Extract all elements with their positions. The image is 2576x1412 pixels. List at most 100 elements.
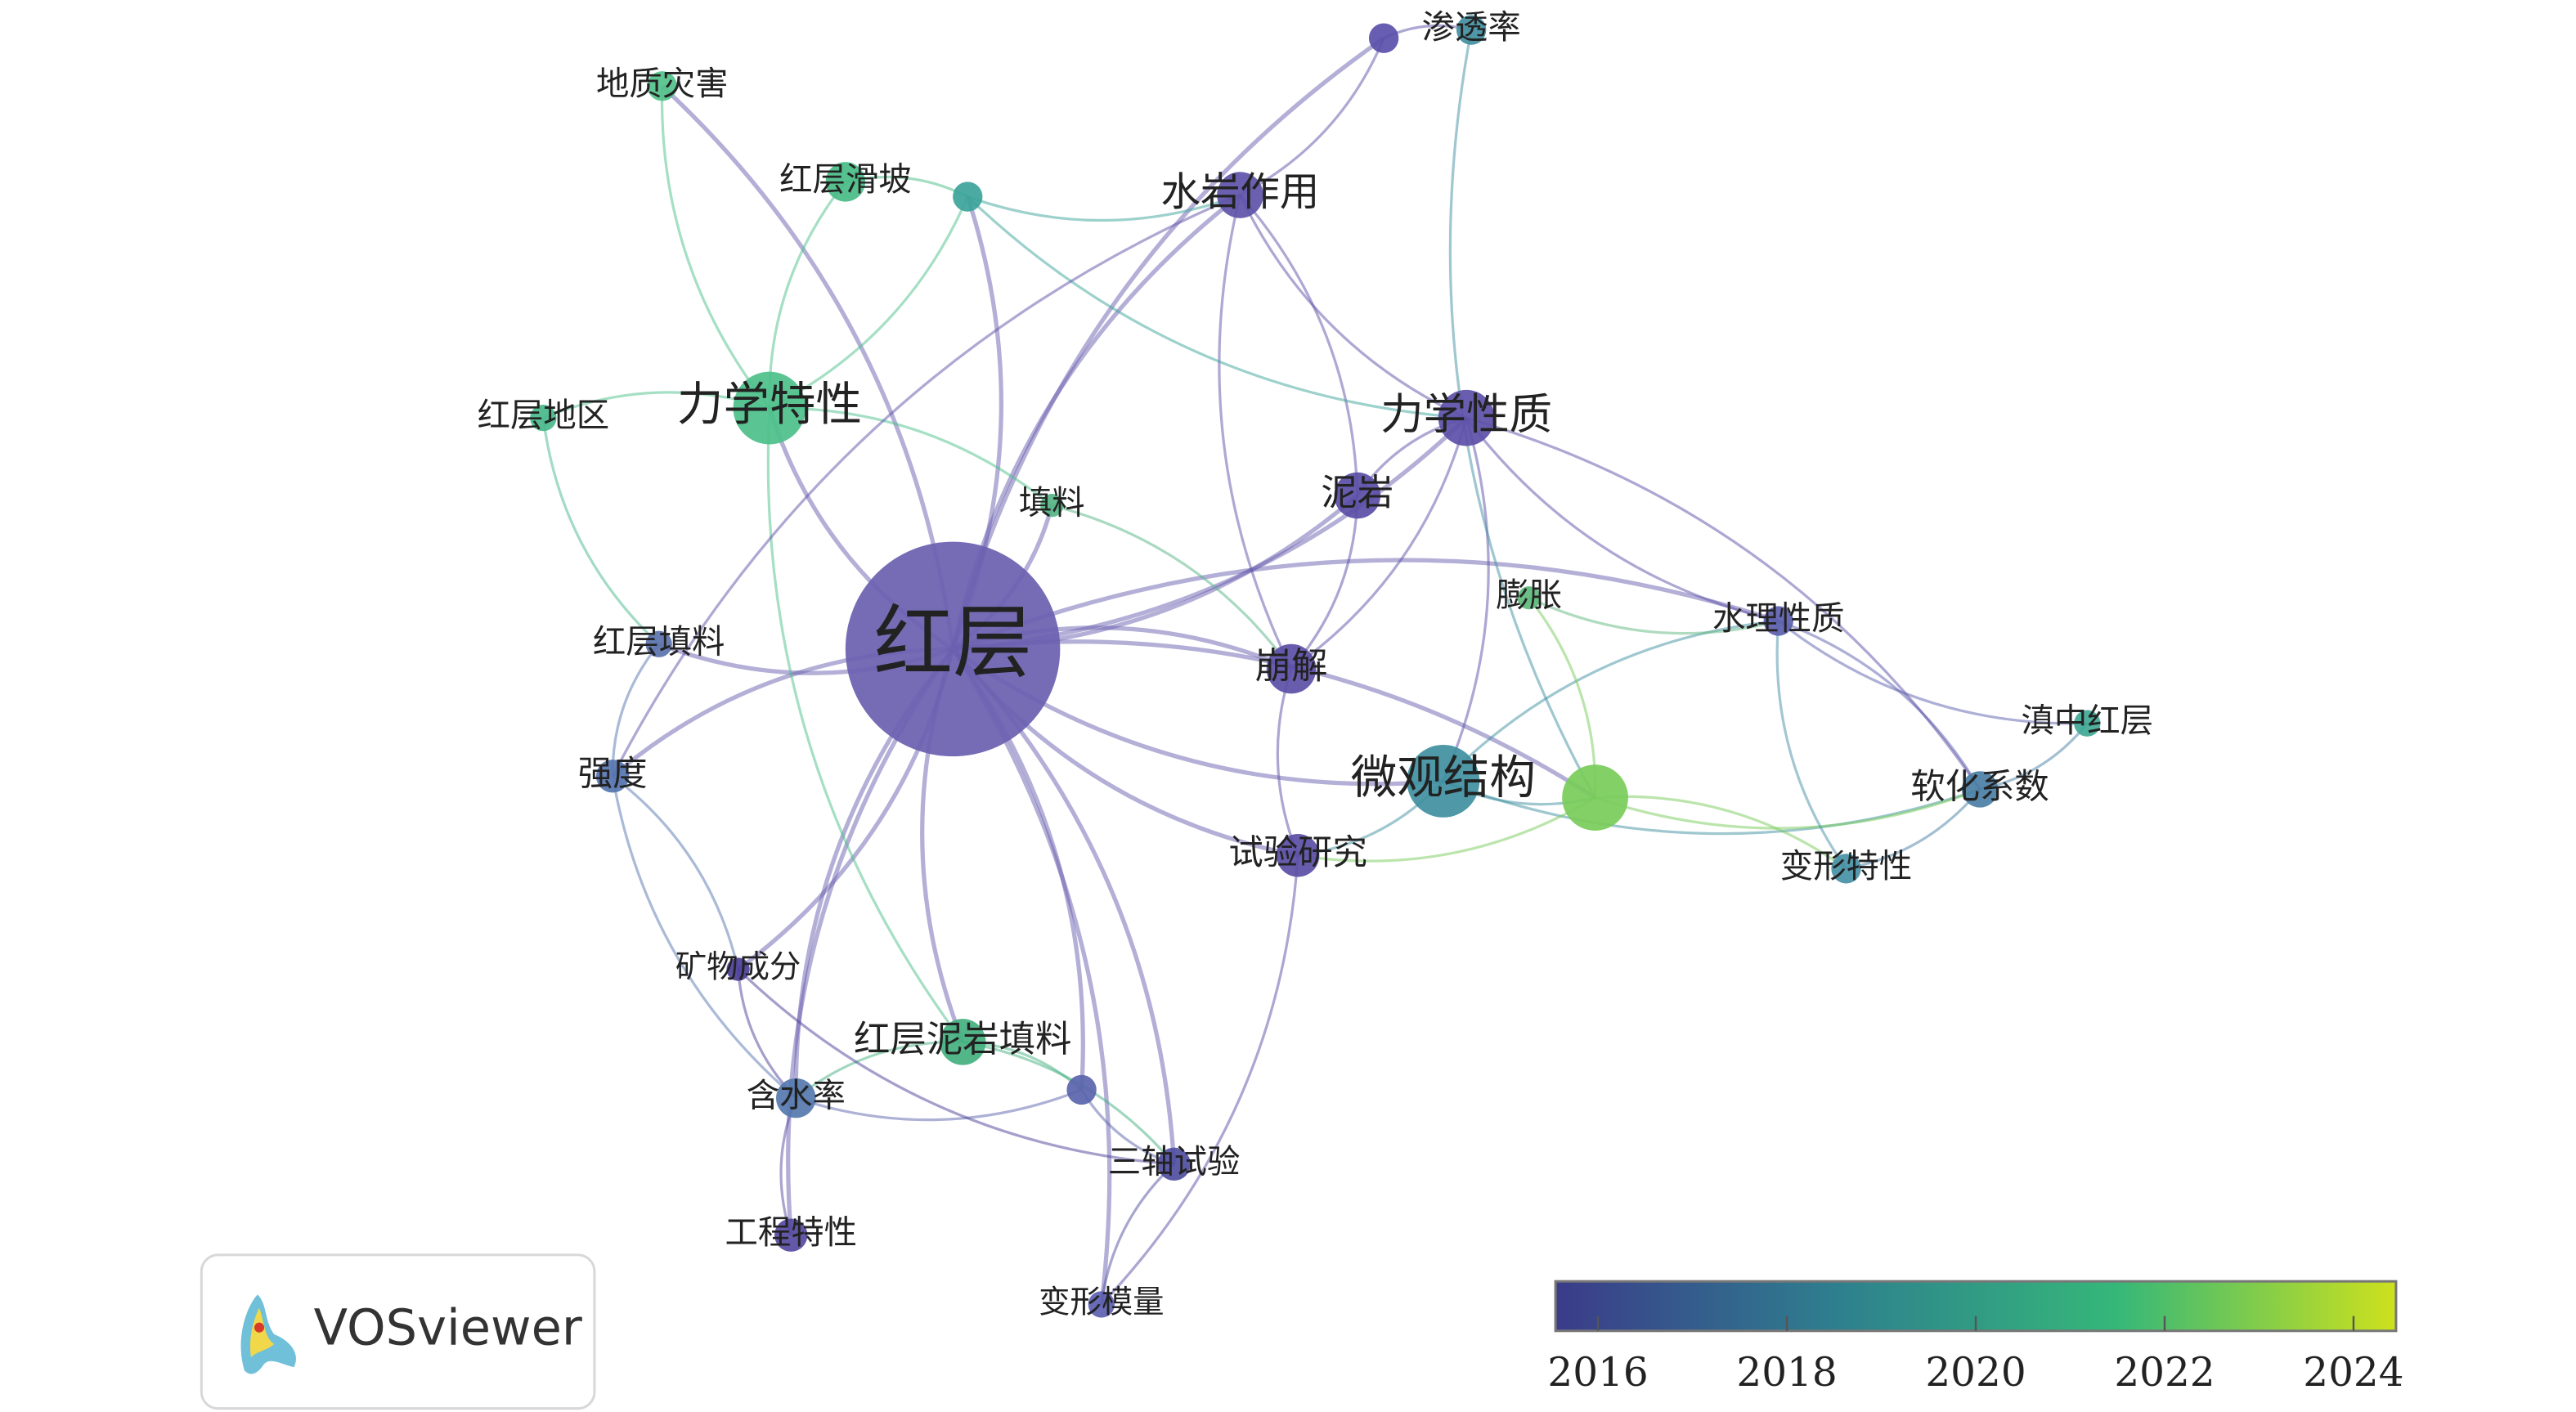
- node: [1088, 1291, 1115, 1318]
- node: [2074, 710, 2101, 737]
- link: [795, 1088, 1083, 1122]
- node-label: 试验研究: [1228, 832, 1367, 872]
- node: [939, 1019, 986, 1065]
- colorbar: 2016 2018 2020 2022 2024: [1547, 1280, 2404, 1396]
- link: [1775, 621, 1847, 870]
- logo-frame: [200, 1253, 596, 1410]
- node: [776, 1078, 816, 1118]
- link: [611, 643, 660, 777]
- colorbar-tick-label: 2020: [1925, 1350, 2026, 1396]
- link: [1051, 504, 1293, 670]
- link: [1290, 417, 1468, 670]
- node-label: 水理性质: [1712, 599, 1845, 638]
- node: [1157, 1147, 1191, 1181]
- link: [1528, 596, 1779, 635]
- node: [845, 541, 1061, 757]
- link: [611, 776, 797, 1100]
- link: [1846, 788, 1981, 870]
- link: [1442, 619, 1779, 782]
- node-label: 软化系数: [1910, 766, 2049, 806]
- node-label: 红层地区: [478, 397, 610, 435]
- node: [645, 630, 672, 657]
- link: [1778, 619, 1981, 791]
- node: [595, 760, 630, 793]
- link: [1595, 787, 1981, 830]
- node: [1407, 744, 1480, 818]
- node-label: 膨胀: [1496, 576, 1562, 615]
- node: [1961, 771, 1999, 808]
- node: [774, 1218, 808, 1252]
- link: [1218, 195, 1293, 670]
- colorbar-tick-label: 2018: [1736, 1350, 1837, 1396]
- node: [733, 371, 806, 445]
- node: [953, 182, 983, 212]
- colorbar-tick-label: 2022: [2114, 1350, 2215, 1396]
- node: [1334, 472, 1381, 519]
- node: [1217, 172, 1263, 218]
- node-label: 地质灾害: [596, 65, 729, 103]
- link: [1239, 38, 1385, 196]
- logo-box: VOSviewer: [200, 1253, 596, 1410]
- link: [769, 195, 969, 410]
- node-label: 变形模量: [1039, 1284, 1164, 1320]
- link: [1442, 417, 1490, 782]
- node: [1456, 15, 1487, 45]
- link: [1777, 620, 2088, 725]
- node: [1831, 854, 1861, 884]
- node-label: 力学性质: [1380, 390, 1552, 440]
- node-label: 红层: [873, 596, 1032, 688]
- node-label: 工程特性: [725, 1213, 856, 1252]
- colorbar-tick-label: 2016: [1547, 1350, 1648, 1396]
- node-label: 红层滑坡: [779, 160, 912, 199]
- node-label: 含水率: [747, 1077, 846, 1115]
- node-label: 泥岩: [1321, 473, 1393, 514]
- link: [1465, 417, 1779, 623]
- link: [737, 968, 1174, 1166]
- link: [1239, 194, 1359, 496]
- link: [766, 407, 964, 1043]
- link: [967, 195, 1467, 419]
- logo-icon-core: [249, 1307, 275, 1358]
- node: [726, 957, 750, 981]
- node-label: 强度: [578, 753, 648, 793]
- node: [1266, 643, 1317, 694]
- node: [1040, 494, 1064, 518]
- node-label: 矿物成分: [675, 949, 801, 986]
- node: [825, 162, 866, 202]
- link: [1276, 668, 1299, 856]
- node: [1066, 1074, 1097, 1105]
- link: [967, 194, 1241, 222]
- node-label: 填料: [1019, 484, 1085, 522]
- node: [1438, 389, 1495, 446]
- node-label: 渗透率: [1422, 8, 1521, 47]
- link: [612, 775, 740, 970]
- link: [952, 558, 1779, 652]
- node: [1368, 23, 1399, 53]
- link: [1465, 416, 1981, 791]
- link: [541, 417, 660, 645]
- colorbar-tick-label: 2024: [2303, 1350, 2403, 1396]
- node: [1517, 586, 1541, 610]
- node-label: 微观结构: [1351, 751, 1536, 805]
- link: [660, 86, 771, 410]
- node: [1276, 833, 1320, 877]
- node-label: 力学特性: [677, 379, 862, 432]
- node-label: 水岩作用: [1161, 169, 1320, 215]
- link: [1297, 796, 1596, 863]
- link: [950, 36, 1385, 650]
- nodes: [530, 15, 2101, 1318]
- node-label: 红层填料: [593, 622, 725, 661]
- logo-text: VOSviewer: [314, 1299, 582, 1356]
- node-label: 三轴试验: [1108, 1142, 1241, 1181]
- node-label: 变形特性: [1780, 847, 1913, 885]
- node: [647, 71, 677, 101]
- link: [1595, 795, 1847, 870]
- link: [1443, 779, 1981, 836]
- link: [1100, 1163, 1175, 1305]
- node: [1562, 764, 1628, 831]
- node: [1763, 606, 1793, 636]
- node-label: 滇中红层: [2022, 702, 2154, 740]
